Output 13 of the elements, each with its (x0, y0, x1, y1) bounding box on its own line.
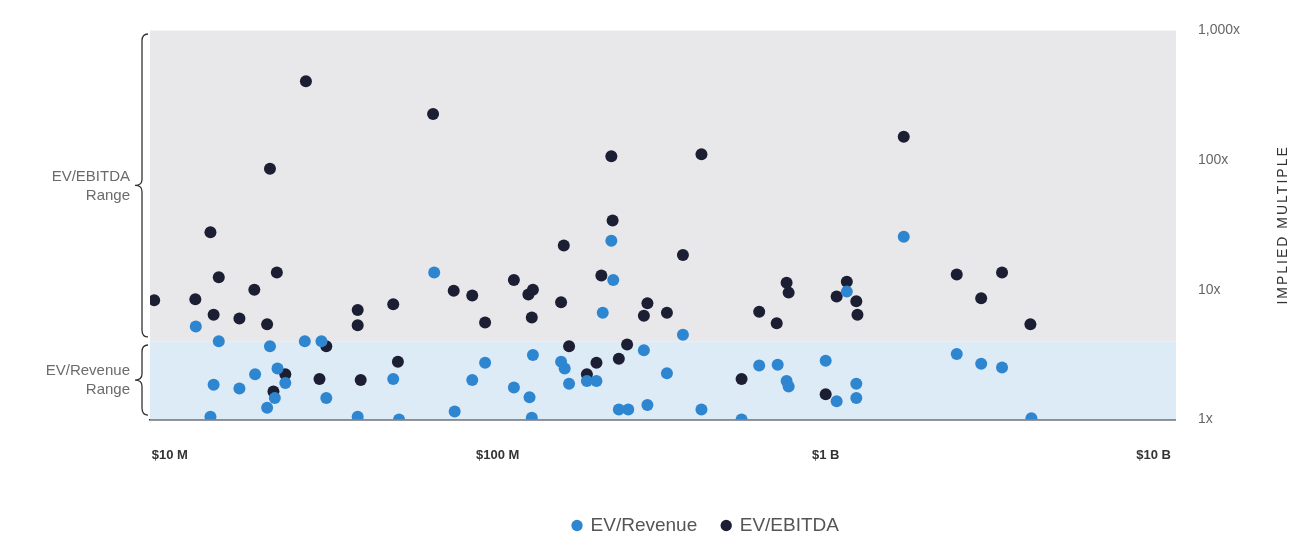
y-tick-label: 1,000x (1197, 21, 1241, 38)
x-tick-label: $10 M (151, 446, 188, 462)
x-tick-label: $100 M (476, 446, 520, 462)
band-label: EV/Revenue Range (45, 361, 130, 398)
y-axis-title: IMPLIED MULTIPLE (1273, 145, 1290, 305)
x-tick-label: $10 B (1136, 446, 1171, 462)
band-label: EV/EBITDA Range (51, 166, 130, 203)
x-tick-label: $1 B (811, 446, 840, 462)
legend-label: EV/EBITDA (739, 513, 840, 535)
y-tick-label: 1x (1197, 410, 1213, 427)
y-tick-label: 100x (1197, 150, 1229, 167)
y-tick-label: 10x (1197, 280, 1221, 297)
legend-label: EV/Revenue (590, 513, 698, 535)
